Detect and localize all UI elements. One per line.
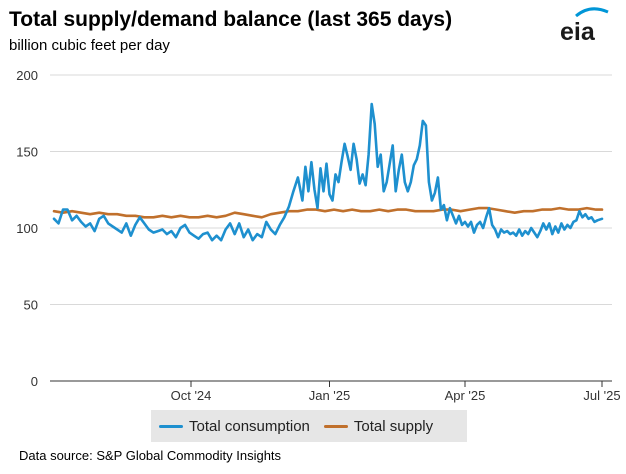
y-tick-label-150: 150 <box>16 145 38 160</box>
y-tick-label-100: 100 <box>16 221 38 236</box>
legend-label-supply: Total supply <box>353 417 434 435</box>
y-tick-label-200: 200 <box>16 68 38 83</box>
x-tick-label-364: Jul '25 <box>583 388 620 403</box>
supply-swatch-icon <box>323 424 348 428</box>
series-line-total-supply <box>52 206 604 219</box>
eia-logo: eia <box>560 7 609 44</box>
legend-label-consumption: Total consumption <box>189 417 310 435</box>
supply-demand-chart: 0 50 100 150 200 Oct '24 Jan '25 Apr '25 Jul '2… <box>16 68 621 403</box>
series-lines <box>52 102 604 242</box>
gridlines <box>50 74 612 305</box>
consumption-swatch-icon <box>159 424 183 428</box>
chart-subtitle: billion cubic feet per day <box>9 37 170 54</box>
x-axis: Oct '24 Jan '25 Apr '25 Jul '25 <box>50 380 621 403</box>
eia-logo-text: eia <box>560 18 596 44</box>
legend-item-consumption[interactable]: Total consumption <box>159 418 310 435</box>
x-tick-label-183: Jan '25 <box>309 388 351 403</box>
y-tick-label-0: 0 <box>31 374 38 389</box>
legend-item-supply[interactable]: Total supply <box>323 417 434 435</box>
series-line-total-consumption <box>52 102 604 242</box>
y-tick-label-50: 50 <box>24 298 38 313</box>
eia-logo-swoosh-icon <box>575 7 609 18</box>
x-tick-label-91: Oct '24 <box>171 388 212 403</box>
chart-title: Total supply/demand balance (last 365 da… <box>9 8 453 31</box>
chart-legend: Total consumption Total supply <box>151 410 467 442</box>
data-source-note: Data source: S&P Global Commodity Insigh… <box>19 448 282 463</box>
x-tick-label-273: Apr '25 <box>445 388 486 403</box>
y-axis: 0 50 100 150 200 <box>16 68 38 389</box>
